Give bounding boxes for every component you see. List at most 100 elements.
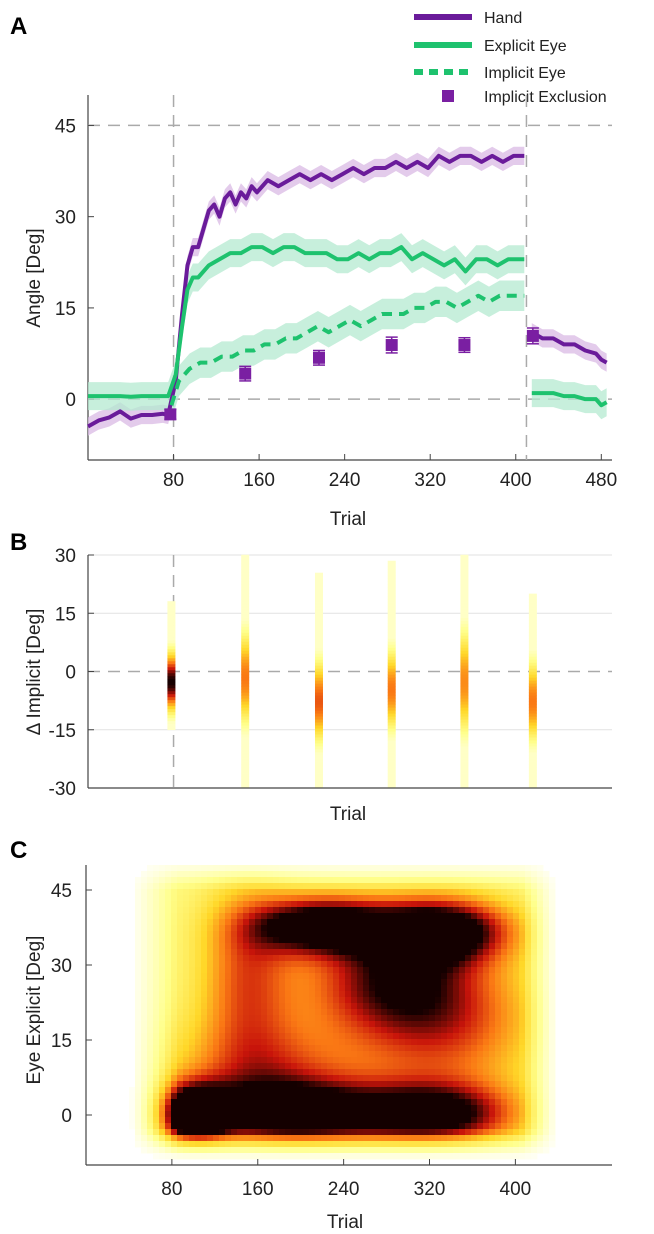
density-cell — [177, 943, 184, 950]
density-cell — [369, 949, 376, 956]
density-cell — [243, 907, 250, 914]
heat-cell — [460, 569, 469, 574]
density-cell — [219, 871, 226, 878]
density-cell — [255, 937, 262, 944]
density-cell — [327, 979, 334, 986]
density-cell — [291, 1141, 298, 1148]
density-cell — [231, 895, 238, 902]
density-cell — [471, 913, 478, 920]
density-cell — [153, 877, 160, 884]
density-cell — [285, 931, 292, 938]
density-cell — [189, 1081, 196, 1088]
density-cell — [399, 937, 406, 944]
density-cell — [279, 1057, 286, 1064]
density-cell — [435, 991, 442, 998]
density-cell — [189, 985, 196, 992]
density-cell — [393, 1135, 400, 1142]
heat-cell — [460, 575, 469, 579]
heat-cell — [241, 620, 250, 624]
density-cell — [249, 973, 256, 980]
heat-cell — [528, 704, 537, 708]
density-cell — [453, 985, 460, 992]
density-cell — [423, 937, 430, 944]
density-cell — [483, 1081, 490, 1088]
density-cell — [369, 883, 376, 890]
density-cell — [387, 865, 394, 872]
density-cell — [399, 955, 406, 962]
density-cell — [273, 913, 280, 920]
density-cell — [153, 919, 160, 926]
density-cell — [459, 949, 466, 956]
density-cell — [447, 1069, 454, 1076]
density-cell — [411, 1129, 418, 1136]
density-cell — [507, 931, 514, 938]
density-cell — [459, 1069, 466, 1076]
density-cell — [339, 937, 346, 944]
density-cell — [351, 1117, 358, 1124]
density-cell — [507, 1051, 514, 1058]
heat-cell — [460, 764, 469, 768]
density-cell — [153, 967, 160, 974]
density-cell — [465, 1093, 472, 1100]
density-cell — [441, 925, 448, 932]
density-cell — [459, 979, 466, 986]
density-cell — [303, 973, 310, 980]
density-cell — [165, 913, 172, 920]
density-cell — [393, 1111, 400, 1118]
density-cell — [195, 1141, 202, 1148]
density-cell — [189, 973, 196, 980]
density-cell — [525, 907, 532, 914]
density-cell — [159, 1063, 166, 1070]
density-cell — [477, 883, 484, 890]
density-cell — [435, 1027, 442, 1034]
density-cell — [531, 973, 538, 980]
density-cell — [393, 1153, 400, 1160]
density-cell — [531, 1015, 538, 1022]
density-cell — [387, 919, 394, 926]
density-cell — [393, 1033, 400, 1040]
density-cell — [147, 901, 154, 908]
density-cell — [261, 967, 268, 974]
density-cell — [471, 1051, 478, 1058]
density-cell — [417, 979, 424, 986]
density-cell — [255, 1117, 262, 1124]
density-cell — [345, 961, 352, 968]
density-cell — [291, 961, 298, 968]
density-cell — [279, 1063, 286, 1070]
density-cell — [183, 1105, 190, 1112]
density-cell — [327, 1135, 334, 1142]
density-cell — [519, 991, 526, 998]
density-cell — [345, 973, 352, 980]
density-cell — [399, 997, 406, 1004]
density-cell — [447, 1141, 454, 1148]
density-cell — [465, 1135, 472, 1142]
density-cell — [267, 895, 274, 902]
density-cell — [225, 1057, 232, 1064]
density-cell — [417, 1105, 424, 1112]
density-cell — [393, 871, 400, 878]
density-cell — [483, 1015, 490, 1022]
density-cell — [549, 973, 556, 980]
density-cell — [417, 925, 424, 932]
density-cell — [279, 937, 286, 944]
density-cell — [471, 1015, 478, 1022]
density-cell — [171, 1081, 178, 1088]
density-cell — [429, 1009, 436, 1016]
density-cell — [369, 1069, 376, 1076]
density-cell — [423, 1141, 430, 1148]
density-cell — [411, 913, 418, 920]
density-cell — [165, 889, 172, 896]
density-cell — [429, 1063, 436, 1070]
density-cell — [549, 1099, 556, 1106]
heat-cell — [241, 593, 250, 597]
panel-c-xlabel: Trial — [327, 1212, 363, 1233]
heat-cell — [241, 617, 250, 621]
density-cell — [483, 1051, 490, 1058]
density-cell — [261, 883, 268, 890]
heat-cell — [241, 677, 250, 681]
density-cell — [141, 1129, 148, 1136]
density-cell — [309, 1087, 316, 1094]
density-cell — [549, 1069, 556, 1076]
density-cell — [471, 937, 478, 944]
